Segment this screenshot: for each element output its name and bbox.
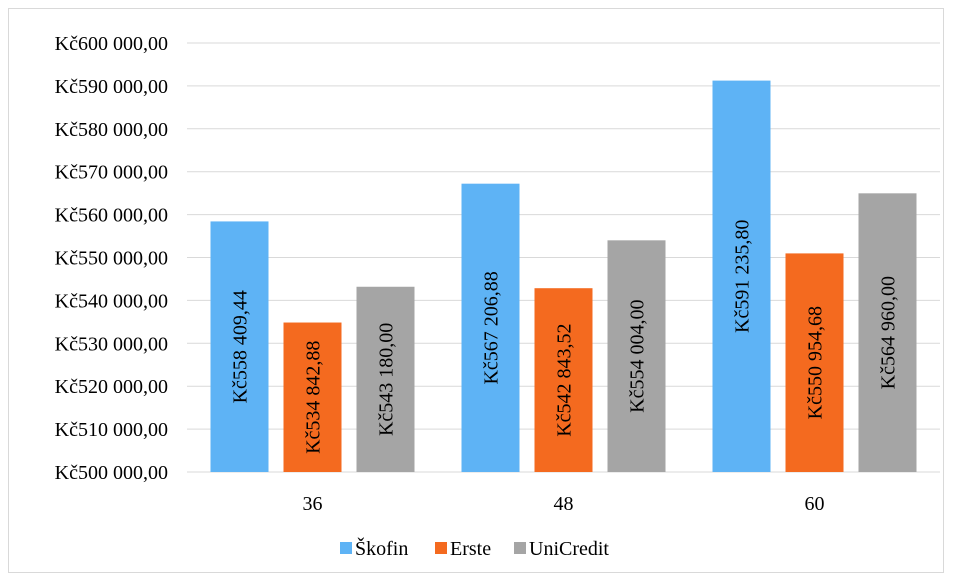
bar-erste-48: [534, 288, 593, 472]
legend-swatch: [340, 542, 352, 554]
data-label: Kč567 206,88: [481, 271, 503, 384]
data-label: Kč550 954,68: [805, 306, 827, 419]
bar-unicredit-36: [356, 286, 415, 472]
legend-label: Škofin: [355, 536, 408, 560]
data-label: Kč542 843,52: [554, 323, 576, 436]
data-label: Kč591 235,80: [732, 220, 754, 333]
y-tick-label: Kč560 000,00: [55, 205, 168, 227]
x-axis-category-labels: 36 48 60: [303, 493, 825, 515]
data-label: Kč558 409,44: [230, 290, 252, 403]
x-category-label: 36: [303, 493, 323, 515]
y-tick-label: Kč530 000,00: [55, 333, 168, 355]
data-label: Kč534 842,88: [303, 341, 325, 454]
y-tick-label: Kč580 000,00: [55, 119, 168, 141]
y-tick-label: Kč520 000,00: [55, 376, 168, 398]
y-tick-label: Kč500 000,00: [55, 462, 168, 484]
bar--kofin-36: [210, 221, 269, 472]
y-tick-label: Kč550 000,00: [55, 248, 168, 270]
bar--kofin-60: [712, 80, 771, 472]
bar-unicredit-60: [858, 193, 917, 472]
y-axis-tick-labels: Kč500 000,00 Kč510 000,00 Kč520 000,00 Kč53…: [55, 33, 168, 484]
x-category-label: 48: [554, 493, 574, 515]
y-tick-label: Kč590 000,00: [55, 76, 168, 98]
bars: [210, 80, 917, 472]
data-label: Kč543 180,00: [376, 323, 398, 436]
legend-swatch: [514, 542, 526, 554]
legend-label: UniCredit: [529, 538, 609, 560]
bar--kofin-48: [461, 183, 520, 472]
data-label: Kč554 004,00: [627, 299, 649, 412]
bar-erste-60: [785, 253, 844, 472]
data-labels: Kč558 409,44 Kč534 842,88 Kč543 180,00 Kč56…: [230, 220, 900, 454]
y-tick-label: Kč600 000,00: [55, 33, 168, 55]
bar-erste-36: [283, 322, 342, 472]
y-tick-label: Kč570 000,00: [55, 162, 168, 184]
y-tick-label: Kč510 000,00: [55, 419, 168, 441]
y-tick-label: Kč540 000,00: [55, 290, 168, 312]
data-label: Kč564 960,00: [878, 276, 900, 389]
legend: Škofin Erste UniCredit: [340, 536, 609, 560]
legend-swatch: [435, 542, 447, 554]
bar-unicredit-48: [607, 240, 666, 472]
legend-label: Erste: [450, 538, 491, 560]
x-category-label: 60: [805, 493, 825, 515]
